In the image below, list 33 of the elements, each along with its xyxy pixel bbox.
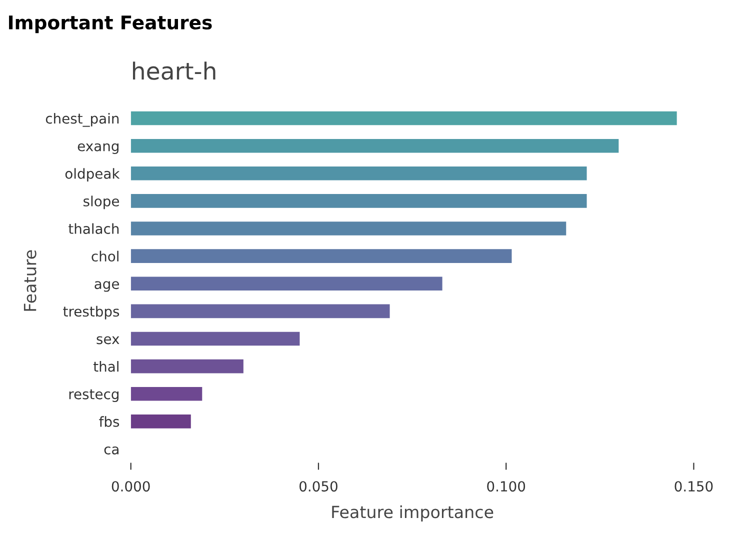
chart-subtitle: heart-h (132, 62, 216, 80)
bar (130, 332, 300, 346)
y-tick-label: thal (93, 361, 118, 372)
y-tick-label: age (94, 281, 119, 292)
x-tick-label: 0.050 (300, 481, 338, 492)
y-tick-label: fbs (99, 416, 120, 427)
y-tick-label: chol (92, 250, 118, 262)
bar (130, 386, 202, 401)
y-tick-label: trestbps (63, 306, 120, 320)
y-tick-label: exang (78, 143, 118, 154)
bar (130, 166, 587, 180)
x-tick-label: 0.000 (112, 481, 150, 492)
bar (130, 249, 512, 263)
bar (130, 222, 566, 236)
y-tick-label: sex (96, 336, 120, 344)
bar (130, 111, 677, 126)
bar (130, 138, 619, 153)
bar (130, 304, 390, 318)
x-axis-title: Feature importance (332, 505, 494, 522)
x-tick-label: 0.150 (674, 481, 713, 492)
bar (130, 194, 587, 208)
bar (130, 276, 442, 291)
y-tick-label: thalach (68, 223, 119, 234)
chart-title: Important Features (9, 16, 212, 34)
x-tick-label: 0.100 (487, 481, 526, 492)
y-axis-title: Feature (24, 250, 36, 311)
y-tick-label: oldpeak (65, 168, 120, 182)
bar (130, 359, 244, 374)
y-tick-label: slope (84, 196, 119, 210)
bar (130, 414, 191, 428)
y-tick-label: restecg (69, 389, 118, 402)
y-tick-label: chest_pain (46, 112, 119, 127)
y-tick-label: ca (104, 446, 118, 454)
